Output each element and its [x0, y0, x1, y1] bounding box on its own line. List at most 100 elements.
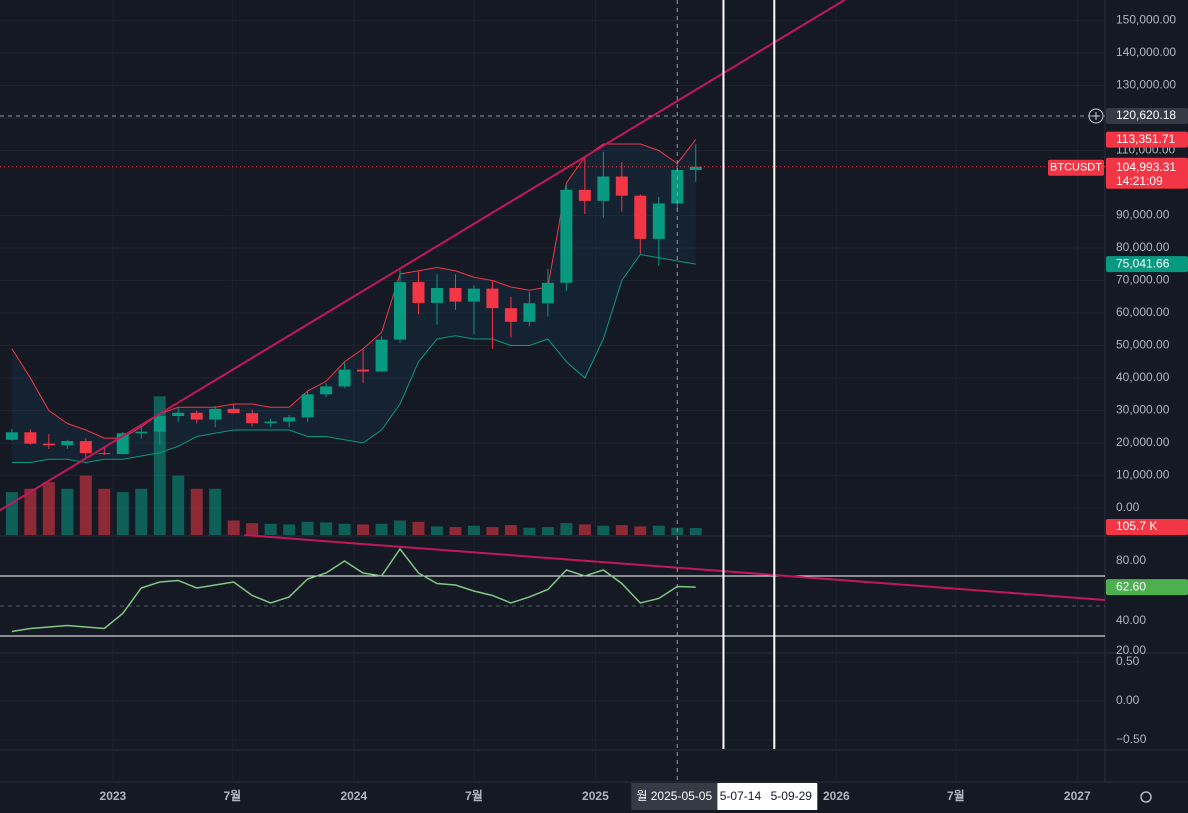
y-tick-label: 70,000.00 — [1116, 273, 1170, 287]
candle-body — [615, 176, 628, 196]
rsi-label: 62.60 — [1116, 579, 1146, 593]
y-tick-label: 60,000.00 — [1116, 305, 1170, 319]
candle-body — [467, 288, 480, 302]
candle-body — [135, 431, 148, 434]
volume-bar — [98, 488, 111, 535]
y-tick-label: 90,000.00 — [1116, 208, 1170, 222]
rsi-line — [11, 547, 696, 633]
y-tick-label: 150,000.00 — [1116, 13, 1176, 27]
volume-bar — [430, 526, 443, 535]
add-button[interactable] — [1088, 108, 1104, 124]
last-price: 104,993.31 — [1116, 160, 1176, 174]
volume-label-bg — [1106, 519, 1188, 536]
volume-bar — [301, 521, 314, 535]
volume-bar — [172, 475, 185, 535]
candle-body — [652, 203, 665, 239]
candle-body — [301, 394, 314, 418]
candle-body — [412, 282, 425, 303]
candle-body — [209, 408, 222, 420]
volume-bar — [375, 523, 388, 535]
volume-bar — [246, 523, 259, 535]
candle-body — [116, 433, 129, 455]
volume-bar — [615, 525, 628, 535]
volume-bar — [116, 492, 129, 535]
volume-bar — [135, 488, 148, 535]
y-tick-label: −0.50 — [1116, 732, 1147, 746]
candle-body — [357, 369, 370, 372]
candle-body — [153, 416, 166, 432]
volume-bar — [486, 527, 499, 535]
y-tick-label: 40,000.00 — [1116, 370, 1170, 384]
volume-bar — [394, 520, 407, 535]
candle-body — [172, 412, 185, 417]
candle-body — [634, 195, 647, 239]
candle-body — [504, 308, 517, 322]
volume-bar — [320, 522, 333, 535]
volume-bar — [264, 523, 277, 535]
crosshair-date: 월 2025-05-05 — [636, 789, 712, 803]
volume-bar — [634, 526, 647, 535]
candle-body — [430, 287, 443, 303]
candle-body — [283, 417, 296, 422]
x-tick-label: 2023 — [100, 789, 127, 803]
volume-bar — [689, 528, 702, 535]
price-badge-bg — [1106, 157, 1188, 189]
y-tick-label: 80.00 — [1116, 553, 1146, 567]
y-tick-label: 0.00 — [1116, 500, 1140, 514]
y-tick-label: 0.50 — [1116, 654, 1140, 668]
candle-body — [338, 369, 351, 387]
y-tick-label: 130,000.00 — [1116, 78, 1176, 92]
candle-body — [541, 282, 554, 304]
y-tick-label: 0.00 — [1116, 693, 1140, 707]
volume-bar — [24, 488, 37, 535]
candle-body — [5, 432, 18, 440]
volume-bar — [61, 488, 74, 535]
upper-band-label-bg — [1106, 131, 1188, 148]
candle-body — [42, 443, 55, 446]
volume-bar — [560, 523, 573, 535]
candle-body — [689, 166, 702, 170]
volume-bar — [523, 527, 536, 535]
candle-body — [449, 287, 462, 302]
lower-band-label: 75,041.66 — [1116, 256, 1170, 270]
candle-body — [394, 282, 407, 340]
candle-body — [190, 412, 203, 420]
y-tick-label: 20,000.00 — [1116, 435, 1170, 449]
settings-icon[interactable] — [1140, 791, 1152, 803]
add-icon — [1092, 111, 1100, 120]
candle-body — [79, 441, 92, 454]
y-tick-label: 40.00 — [1116, 613, 1146, 627]
x-tick-label: 7월 — [947, 788, 965, 803]
x-tick-label: 7월 — [223, 788, 241, 803]
y-tick-label: 30,000.00 — [1116, 403, 1170, 417]
date-label-bg — [717, 783, 818, 810]
trendline — [244, 534, 1106, 601]
volume-bar — [652, 525, 665, 535]
candle-body — [523, 303, 536, 322]
volume-bar — [597, 525, 610, 535]
volume-bar — [42, 482, 55, 535]
volume-bar — [467, 525, 480, 535]
y-tick-label: 80,000.00 — [1116, 240, 1170, 254]
volume-bar — [338, 523, 351, 535]
candle-body — [264, 421, 277, 424]
volume-bar — [5, 492, 18, 535]
candle-body — [375, 339, 388, 372]
candle-body — [61, 441, 74, 446]
upper-band-label: 113,351.71 — [1116, 132, 1175, 146]
candle-body — [597, 176, 610, 201]
x-tick-label: 7월 — [465, 788, 483, 803]
date-label: 5-07-14 — [720, 789, 762, 803]
symbol: BTCUSDT — [1050, 162, 1102, 174]
y-tick-label: 140,000.00 — [1116, 45, 1176, 59]
volume-bar — [357, 524, 370, 535]
crosshair-price-bg — [1106, 107, 1188, 124]
band-fill — [11, 139, 696, 463]
lower-band-label-bg — [1106, 256, 1188, 273]
volume-bar — [541, 527, 554, 535]
x-tick-label: 2024 — [340, 789, 367, 803]
candle-body — [578, 189, 591, 201]
volume-label: 105.7 K — [1116, 519, 1157, 533]
